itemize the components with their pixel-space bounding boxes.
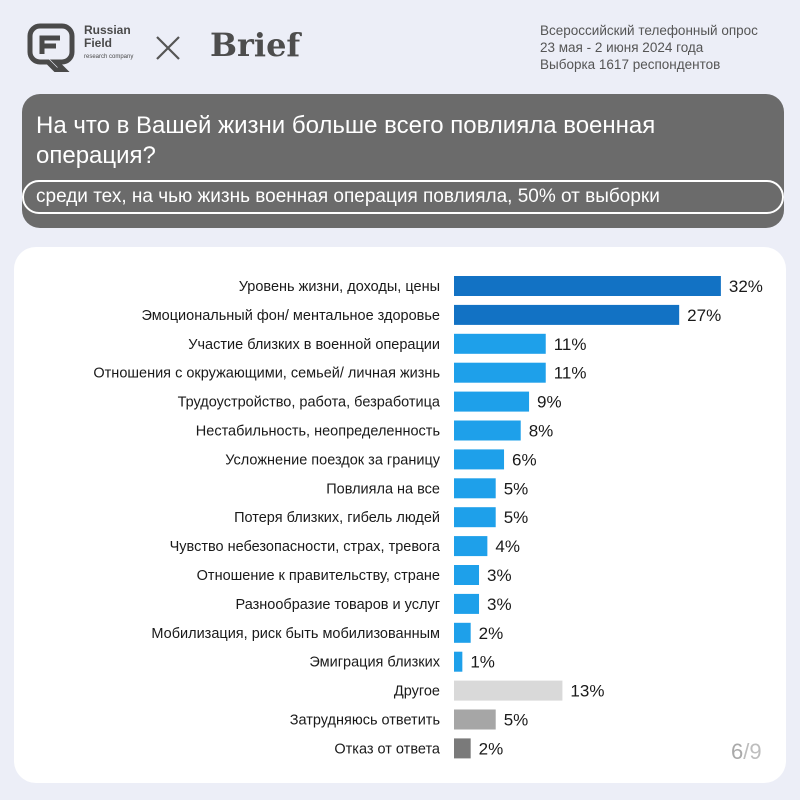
- logo-name: Russian Field: [84, 23, 131, 50]
- header: Russian Field research company Brief Все…: [0, 0, 800, 95]
- category-label: Уровень жизни, доходы, цены: [239, 279, 440, 295]
- question-title: На что в Вашей жизни больше всего повлия…: [36, 112, 656, 169]
- value-label: 3%: [487, 566, 512, 585]
- bar: [454, 709, 496, 730]
- category-label: Отношения с окружающими, семьей/ личная …: [93, 366, 440, 382]
- value-label: 5%: [504, 479, 529, 498]
- page-total: 9: [749, 739, 762, 764]
- category-label: Трудоустройство, работа, безработица: [178, 395, 441, 411]
- value-label: 11%: [554, 335, 587, 354]
- chart-card: Уровень жизни, доходы, цены 32% Эмоциональ…: [14, 247, 786, 783]
- category-label: Эмоциональный фон/ ментальное здоровье: [141, 308, 440, 324]
- question-card: На что в Вашей жизни больше всего повлия…: [22, 94, 784, 228]
- survey-sample: Выборка 1617 респондентов: [540, 57, 721, 72]
- bar: [454, 362, 546, 383]
- value-label: 6%: [512, 450, 537, 469]
- bar: [454, 738, 471, 759]
- category-label: Чувство небезопасности, страх, тревога: [170, 539, 441, 555]
- bar: [454, 593, 480, 614]
- bar-chart: Уровень жизни, доходы, цены 32% Эмоциональ…: [93, 276, 763, 759]
- bar: [454, 680, 563, 701]
- category-label: Участие близких в военной операции: [188, 337, 440, 353]
- category-label: Потеря близких, гибель людей: [234, 510, 440, 526]
- category-label: Отношение к правительству, стране: [197, 568, 440, 584]
- value-label: 3%: [487, 595, 512, 614]
- value-label: 27%: [687, 306, 721, 325]
- bar: [454, 622, 471, 643]
- value-label: 32%: [729, 277, 763, 296]
- question-subtitle: среди тех, на чью жизнь военная операция…: [22, 180, 784, 214]
- value-label: 11%: [554, 364, 587, 383]
- logo-text: Russian Field research company: [84, 24, 144, 61]
- category-label: Затрудняюсь ответить: [290, 713, 440, 729]
- category-label: Разнообразие товаров и услуг: [236, 597, 440, 613]
- page-separator: /: [743, 739, 750, 764]
- value-label: 13%: [570, 682, 604, 701]
- bar: [454, 276, 721, 296]
- bar: [454, 420, 521, 441]
- survey-info: Всероссийский телефонный опрос 23 мая - …: [540, 22, 758, 73]
- value-label: 5%: [504, 508, 529, 527]
- russian-field-logo-icon: [27, 23, 75, 72]
- category-label: Повлияла на все: [326, 481, 440, 497]
- bar: [454, 536, 488, 557]
- value-label: 2%: [479, 624, 504, 643]
- page-current: 6: [731, 739, 744, 764]
- category-label: Нестабильность, неопределенность: [196, 424, 440, 440]
- category-label: Другое: [394, 684, 440, 700]
- value-label: 4%: [495, 537, 520, 556]
- category-label: Эмиграция близких: [309, 655, 440, 671]
- cross-icon: [156, 36, 180, 60]
- value-label: 8%: [529, 422, 554, 441]
- category-label: Мобилизация, риск быть мобилизованным: [151, 626, 440, 642]
- bar: [454, 333, 546, 354]
- value-label: 5%: [504, 711, 529, 730]
- bar: [454, 304, 680, 325]
- bar: [454, 449, 505, 470]
- value-label: 1%: [470, 653, 495, 672]
- bar: [454, 391, 530, 412]
- page-indicator: 6/9: [731, 739, 762, 765]
- brief-logo: Brief: [210, 26, 301, 64]
- category-label: Усложнение поездок за границу: [225, 452, 440, 468]
- bar: [454, 507, 496, 528]
- survey-type: Всероссийский телефонный опрос: [540, 23, 758, 38]
- value-label: 9%: [537, 393, 562, 412]
- value-label: 2%: [479, 739, 504, 758]
- category-label: Отказ от ответа: [334, 741, 441, 757]
- bar: [454, 651, 463, 672]
- survey-dates: 23 мая - 2 июня 2024 года: [540, 40, 704, 55]
- bar: [454, 565, 480, 585]
- bar: [454, 478, 496, 499]
- logo-subtitle: research company: [84, 54, 134, 60]
